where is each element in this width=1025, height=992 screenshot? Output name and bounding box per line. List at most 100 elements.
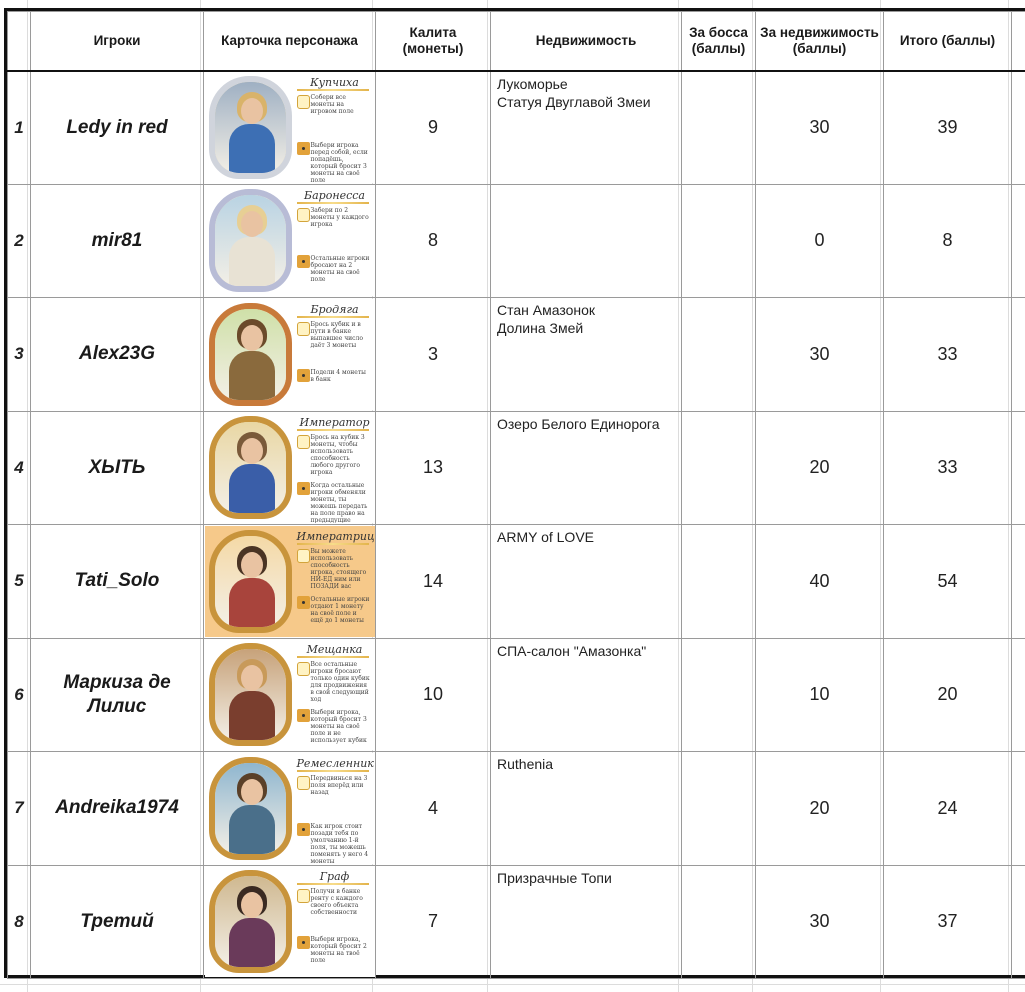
character-portrait <box>208 76 292 179</box>
total-points-cell: 33 <box>883 410 1012 525</box>
character-card-cell: Купчиха Собери все монеты на игровом пол… <box>203 70 376 185</box>
coin-ability-icon <box>296 95 310 109</box>
empty-cell <box>1011 751 1025 866</box>
property-cell: Призрачные Топи <box>490 864 682 979</box>
character-card: Граф Получи в банке ренту с каждого свое… <box>204 866 375 977</box>
rank-cell: 4 <box>7 410 31 525</box>
card-divider <box>296 769 369 772</box>
header-total: Итого (баллы) <box>883 11 1012 72</box>
empty-cell <box>1011 297 1025 412</box>
card-title: Бродяга <box>310 302 359 316</box>
character-portrait <box>208 870 292 973</box>
property-item: Статуя Двуглавой Змеи <box>497 93 651 110</box>
player-name: Маркиза де Лилис <box>30 637 204 752</box>
boss-points-cell <box>681 524 756 639</box>
property-points-cell: 20 <box>755 410 884 525</box>
table-row: 1 Ledy in red Купчиха Собери все монеты … <box>7 70 1025 185</box>
card-ability-text: Забери по 2 монеты у каждого игрока <box>310 207 369 229</box>
player-name: Alex23G <box>30 297 204 412</box>
character-card-cell: Мещанка Все остальные игроки бросают тол… <box>203 637 376 752</box>
character-portrait <box>208 643 292 747</box>
header-card: Карточка персонажа <box>203 11 376 72</box>
dice-icon <box>296 595 310 609</box>
property-item: Призрачные Топи <box>497 869 612 886</box>
player-name: mir81 <box>30 183 204 298</box>
results-table-container: Игроки Карточка персонажа Калита (монеты… <box>4 8 1025 979</box>
character-card: Купчиха Собери все монеты на игровом пол… <box>204 72 375 183</box>
coins-cell: 8 <box>375 183 491 298</box>
property-points-cell: 30 <box>755 864 884 979</box>
character-card-cell: Граф Получи в банке ренту с каждого свое… <box>203 864 376 979</box>
player-name: Ledy in red <box>30 70 204 185</box>
card-dice-text: Подели 4 монеты в банк <box>310 368 366 383</box>
property-points-cell: 10 <box>755 637 884 752</box>
property-cell: Озеро Белого Единорога <box>490 410 682 525</box>
character-portrait <box>208 416 292 520</box>
character-card: Императрица Вы можете использовать спосо… <box>204 525 375 637</box>
card-ability-text: Собери все монеты на игровом поле <box>310 94 354 115</box>
character-card: Император Брось на кубик 3 монеты, чтобы… <box>204 412 375 524</box>
coins-cell: 7 <box>375 864 491 979</box>
dice-icon <box>296 822 310 836</box>
card-dice-text: Когда остальные игроки обменяли монеты, … <box>310 482 368 524</box>
property-cell: Стан Амазонок Долина Змей <box>490 297 682 412</box>
boss-points-cell <box>681 410 756 525</box>
player-name: ХЫТЬ <box>30 410 204 525</box>
dice-icon <box>296 142 310 155</box>
header-players: Игроки <box>30 11 204 72</box>
character-card-cell: Бродяга Брось кубик и в пути в банке вып… <box>203 297 376 412</box>
empty-cell <box>1011 524 1025 639</box>
property-item: СПА-салон "Амазонка" <box>497 642 647 659</box>
card-divider <box>296 202 369 205</box>
card-title: Император <box>299 416 370 430</box>
card-divider <box>296 883 369 885</box>
character-card: Баронесса Забери по 2 монеты у каждого и… <box>204 185 375 297</box>
player-name: Andreika1974 <box>30 751 204 866</box>
card-ability-text: Получи в банке ренту с каждого своего об… <box>310 888 363 916</box>
card-divider <box>296 429 369 432</box>
table-row: 6 Маркиза де Лилис Мещанка Все остальные… <box>7 637 1025 752</box>
empty-cell <box>1011 70 1025 185</box>
table-row: 5 Tati_Solo Императрица Вы можете исполь… <box>7 524 1025 639</box>
card-dice-text: Остальные игроки отдают 1 монету на своё… <box>310 595 370 624</box>
header-coins: Калита (монеты) <box>375 11 491 72</box>
dice-icon <box>296 368 310 382</box>
boss-points-cell <box>681 751 756 866</box>
property-item: ARMY of LOVE <box>497 529 595 545</box>
header-property: Недвижимость <box>490 11 682 72</box>
coin-ability-icon <box>296 435 310 450</box>
boss-points-cell <box>681 70 756 185</box>
header-row: Игроки Карточка персонажа Калита (монеты… <box>7 11 1025 72</box>
card-divider <box>296 542 369 545</box>
property-item: Лукоморье <box>497 75 568 92</box>
coin-ability-icon <box>296 321 310 336</box>
card-title: Граф <box>319 870 350 883</box>
results-table: Игроки Карточка персонажа Калита (монеты… <box>7 11 1025 979</box>
dice-icon <box>296 255 310 269</box>
player-name: Третий <box>30 864 204 979</box>
total-points-cell: 24 <box>883 751 1012 866</box>
coin-ability-icon <box>296 548 310 563</box>
rank-cell: 5 <box>7 524 31 639</box>
coins-cell: 9 <box>375 70 491 185</box>
coin-ability-icon <box>296 662 310 677</box>
player-name: Tati_Solo <box>30 524 204 639</box>
card-title: Императрица <box>296 529 375 543</box>
rank-cell: 8 <box>7 864 31 979</box>
dice-icon <box>296 936 310 949</box>
card-title: Баронесса <box>304 189 365 203</box>
property-points-cell: 20 <box>755 751 884 866</box>
coin-ability-icon <box>296 775 310 790</box>
table-row: 4 ХЫТЬ Император Брось на кубик 3 монеты… <box>7 410 1025 525</box>
property-points-cell: 40 <box>755 524 884 639</box>
card-dice-text: Выбери игрока, который бросит 2 монеты н… <box>310 936 367 964</box>
boss-points-cell <box>681 864 756 979</box>
card-dice-text: Как игрок стоит позади тебя по умолчанию… <box>310 822 369 864</box>
total-points-cell: 54 <box>883 524 1012 639</box>
header-empty <box>1011 11 1025 72</box>
total-points-cell: 33 <box>883 297 1012 412</box>
coins-cell: 4 <box>375 751 491 866</box>
card-divider <box>296 89 369 91</box>
table-row: 8 Третий Граф Получи в банке ренту с каж… <box>7 864 1025 979</box>
property-cell: СПА-салон "Амазонка" <box>490 637 682 752</box>
